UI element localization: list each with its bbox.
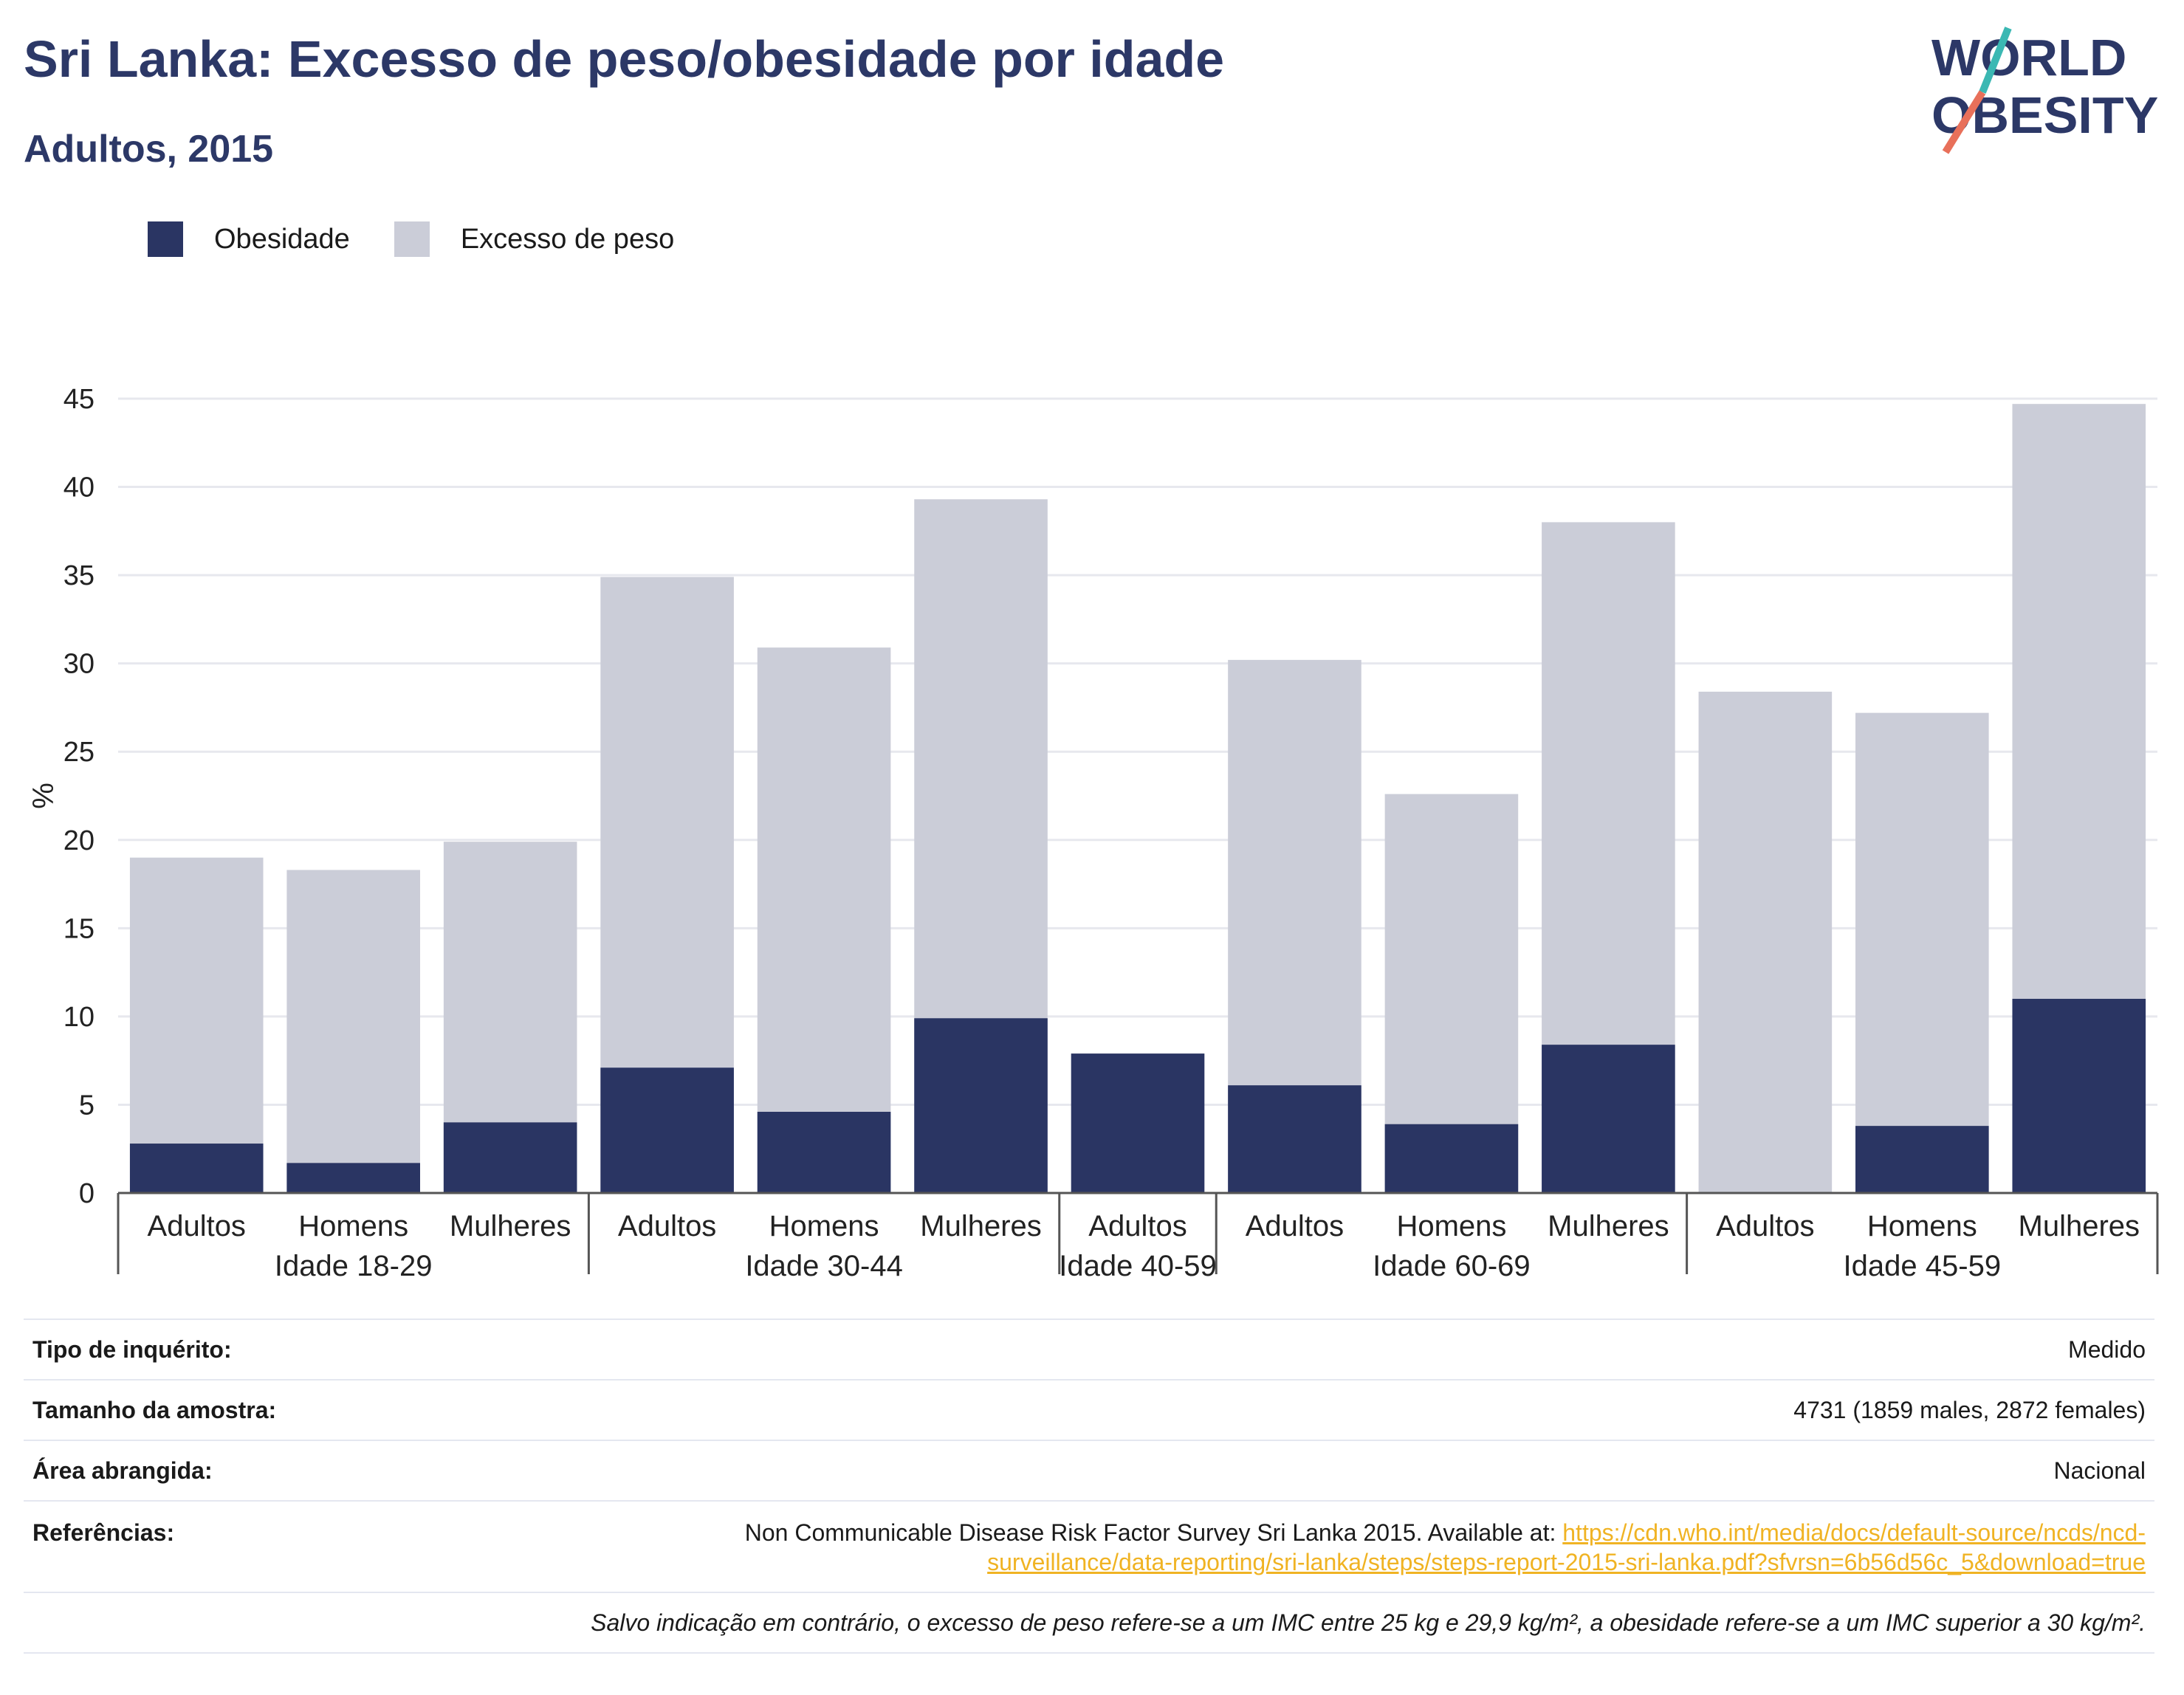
y-tick-label: 40 <box>63 472 95 503</box>
sample-size-label: Tamanho da amostra: <box>32 1396 277 1423</box>
info-row-sample-size: Tamanho da amostra: 4731 (1859 males, 28… <box>24 1379 2154 1440</box>
bar-obesidade <box>1542 1045 1675 1193</box>
area-value: Nacional <box>2053 1457 2146 1484</box>
logo-stroke-teal <box>1979 27 2012 94</box>
bar-excesso-de-peso <box>129 857 264 1193</box>
x-tick-label: Mulheres <box>1548 1210 1669 1242</box>
x-tick-label: Adultos <box>1716 1210 1814 1242</box>
y-tick-label: 15 <box>63 913 95 944</box>
x-tick-label: Homens <box>769 1210 879 1242</box>
x-tick-label: Mulheres <box>920 1210 1042 1242</box>
legend-label-excesso: Excesso de peso <box>460 223 675 255</box>
bar-chart: 0 5 10 15 20 25 30 35 40 45% Adultos Homens Mulheres… <box>27 384 2159 1282</box>
y-tick-label: 20 <box>63 825 95 856</box>
x-tick-label: Adultos <box>1246 1210 1344 1242</box>
survey-type-label: Tipo de inquérito: <box>32 1335 232 1363</box>
bar-obesidade <box>1384 1124 1519 1193</box>
bar-obesidade <box>443 1122 577 1193</box>
y-tick-label: 30 <box>63 649 95 680</box>
x-tick-label: Adultos <box>618 1210 716 1242</box>
definition-note: Salvo indicação em contrário, o excesso … <box>24 1592 2154 1654</box>
y-tick-label: 25 <box>63 737 95 768</box>
page-title: Sri Lanka: Excesso de peso/obesidade por… <box>24 30 1225 88</box>
chart-legend: Obesidade Excesso de peso <box>148 220 718 258</box>
legend-swatch-obesidade <box>148 221 183 257</box>
y-tick-label: 35 <box>63 560 95 591</box>
x-tick-label: Homens <box>298 1210 408 1242</box>
bar-excesso-de-peso <box>1698 691 1833 1193</box>
group-label: Idade 45-59 <box>1844 1250 2002 1282</box>
legend-label-obesidade: Obesidade <box>214 223 350 255</box>
group-label: Idade 60-69 <box>1373 1250 1531 1282</box>
bar-obesidade <box>1855 1126 1989 1193</box>
world-obesity-logo: WORLD OBESITY <box>1931 27 2158 154</box>
y-tick-label: 10 <box>63 1002 95 1033</box>
sample-size-value: 4731 (1859 males, 2872 females) <box>1793 1396 2146 1423</box>
x-tick-label: Homens <box>1867 1210 1977 1242</box>
x-tick-label: Homens <box>1396 1210 1506 1242</box>
bar-excesso-de-peso <box>757 647 891 1193</box>
legend-swatch-excesso <box>394 221 430 257</box>
group-label: Idade 40-59 <box>1059 1250 1217 1282</box>
bar-obesidade <box>1071 1053 1205 1193</box>
area-label: Área abrangida: <box>32 1457 213 1484</box>
x-tick-label: Mulheres <box>450 1210 571 1242</box>
x-tick-label: Adultos <box>148 1210 246 1242</box>
logo-stroke-coral <box>1942 90 1986 154</box>
info-row-area: Área abrangida: Nacional <box>24 1440 2154 1500</box>
info-row-references: Referências: Non Communicable Disease Ri… <box>24 1500 2154 1592</box>
bar-obesidade <box>600 1067 734 1193</box>
references-label: Referências: <box>32 1519 175 1546</box>
y-tick-label: 0 <box>79 1178 95 1209</box>
bar-obesidade <box>2012 998 2146 1193</box>
survey-info-table: Tipo de inquérito: Medido Tamanho da amo… <box>24 1318 2154 1654</box>
y-tick-label: 45 <box>63 384 95 415</box>
bar-obesidade <box>129 1144 264 1193</box>
references-link-line1[interactable]: https://cdn.who.int/media/docs/default-s… <box>1562 1519 2146 1546</box>
x-tick-label: Adultos <box>1088 1210 1187 1242</box>
logo-line1: WORLD <box>1931 29 2126 86</box>
references-link-line2[interactable]: surveillance/data-reporting/sri-lanka/st… <box>987 1549 2146 1575</box>
info-row-survey-type: Tipo de inquérito: Medido <box>24 1318 2154 1379</box>
references-text: Non Communicable Disease Risk Factor Sur… <box>744 1519 1563 1546</box>
references-value: Non Communicable Disease Risk Factor Sur… <box>745 1518 2146 1577</box>
y-tick-label: 5 <box>79 1090 95 1121</box>
bar-excesso-de-peso <box>1855 712 1989 1193</box>
group-label: Idade 18-29 <box>275 1250 433 1282</box>
y-axis-label: % <box>27 783 60 809</box>
group-label: Idade 30-44 <box>745 1250 903 1282</box>
survey-type-value: Medido <box>2068 1335 2146 1363</box>
legend-item-excesso[interactable]: Excesso de peso <box>394 221 674 257</box>
bar-obesidade <box>1228 1085 1361 1193</box>
bar-obesidade <box>286 1163 420 1193</box>
legend-item-obesidade[interactable]: Obesidade <box>148 221 350 257</box>
bar-obesidade <box>914 1018 1048 1193</box>
page-subtitle: Adultos, 2015 <box>24 128 274 171</box>
bar-obesidade <box>757 1112 891 1193</box>
x-tick-label: Mulheres <box>2019 1210 2140 1242</box>
bar-excesso-de-peso <box>286 870 420 1193</box>
